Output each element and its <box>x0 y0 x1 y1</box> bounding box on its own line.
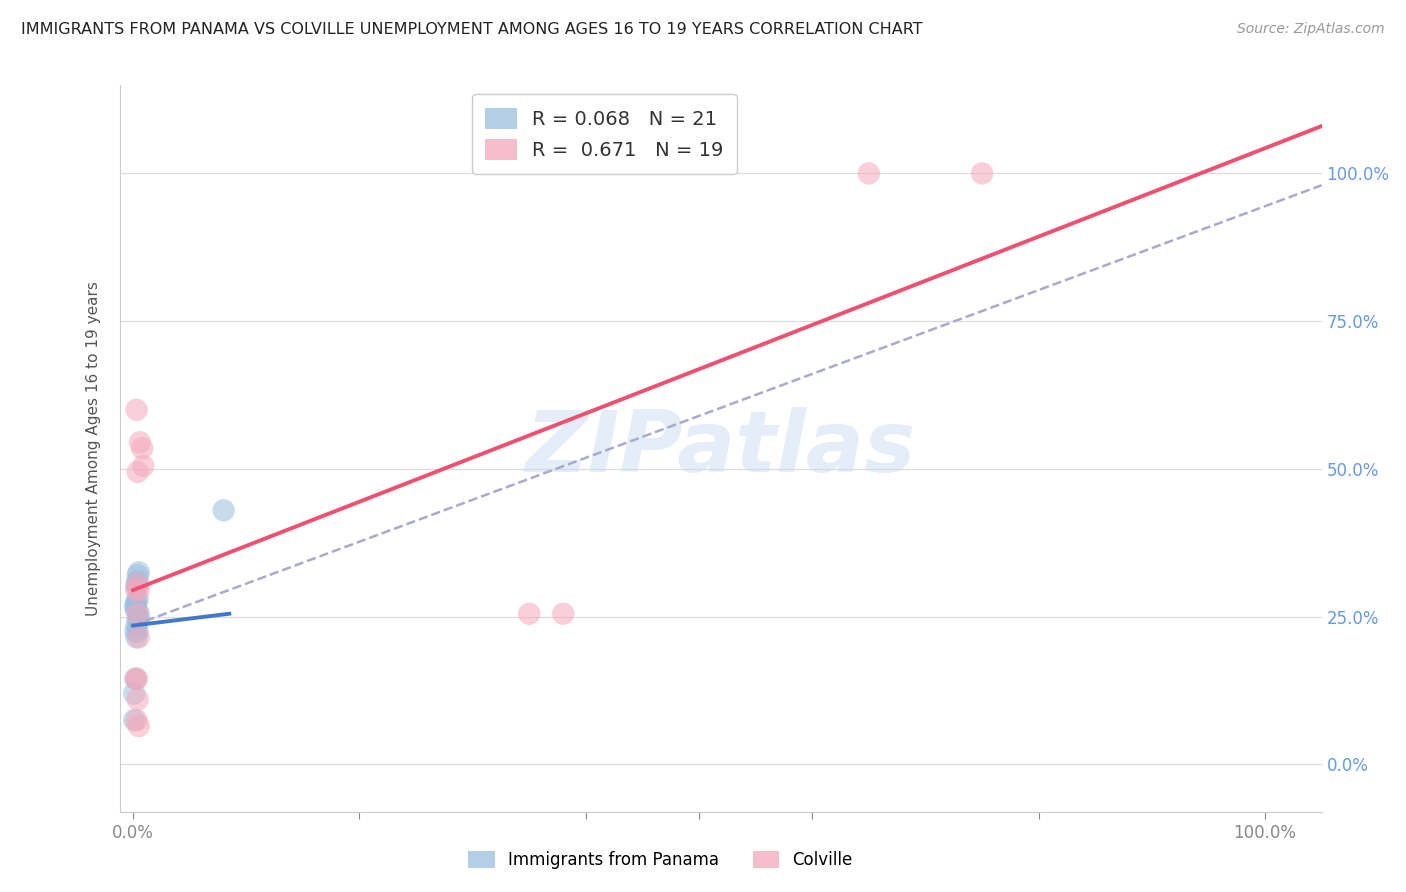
Point <box>122 686 145 700</box>
Point <box>128 631 150 645</box>
Point <box>122 713 145 727</box>
Point <box>125 672 148 686</box>
Point <box>128 613 150 627</box>
Point <box>125 672 148 686</box>
Point <box>124 672 146 686</box>
Point <box>127 574 149 589</box>
Point <box>132 458 155 473</box>
Point <box>127 465 149 479</box>
Point <box>127 692 149 706</box>
Point <box>553 607 575 621</box>
Point <box>125 580 148 594</box>
Point <box>125 713 148 727</box>
Point <box>128 607 150 621</box>
Point <box>212 503 235 517</box>
Point <box>125 402 148 417</box>
Point <box>125 577 148 591</box>
Point <box>858 166 880 180</box>
Text: ZIPatlas: ZIPatlas <box>526 407 915 490</box>
Point <box>125 583 148 598</box>
Text: IMMIGRANTS FROM PANAMA VS COLVILLE UNEMPLOYMENT AMONG AGES 16 TO 19 YEARS CORREL: IMMIGRANTS FROM PANAMA VS COLVILLE UNEMP… <box>21 22 922 37</box>
Point <box>125 618 148 632</box>
Point <box>125 595 148 609</box>
Point <box>128 583 150 598</box>
Point <box>127 591 149 606</box>
Point <box>127 577 149 591</box>
Point <box>125 631 148 645</box>
Point <box>124 600 146 615</box>
Point <box>128 566 150 580</box>
Point <box>125 604 148 618</box>
Point <box>970 166 993 180</box>
Point <box>124 598 146 612</box>
Point <box>127 624 149 639</box>
Legend: Immigrants from Panama, Colville: Immigrants from Panama, Colville <box>461 845 859 876</box>
Text: Source: ZipAtlas.com: Source: ZipAtlas.com <box>1237 22 1385 37</box>
Y-axis label: Unemployment Among Ages 16 to 19 years: Unemployment Among Ages 16 to 19 years <box>86 281 101 615</box>
Point <box>128 435 150 450</box>
Point <box>127 607 149 621</box>
Point <box>128 719 150 733</box>
Point <box>131 442 153 455</box>
Point <box>124 624 146 639</box>
Point <box>517 607 540 621</box>
Point <box>127 613 149 627</box>
Point <box>127 568 149 582</box>
